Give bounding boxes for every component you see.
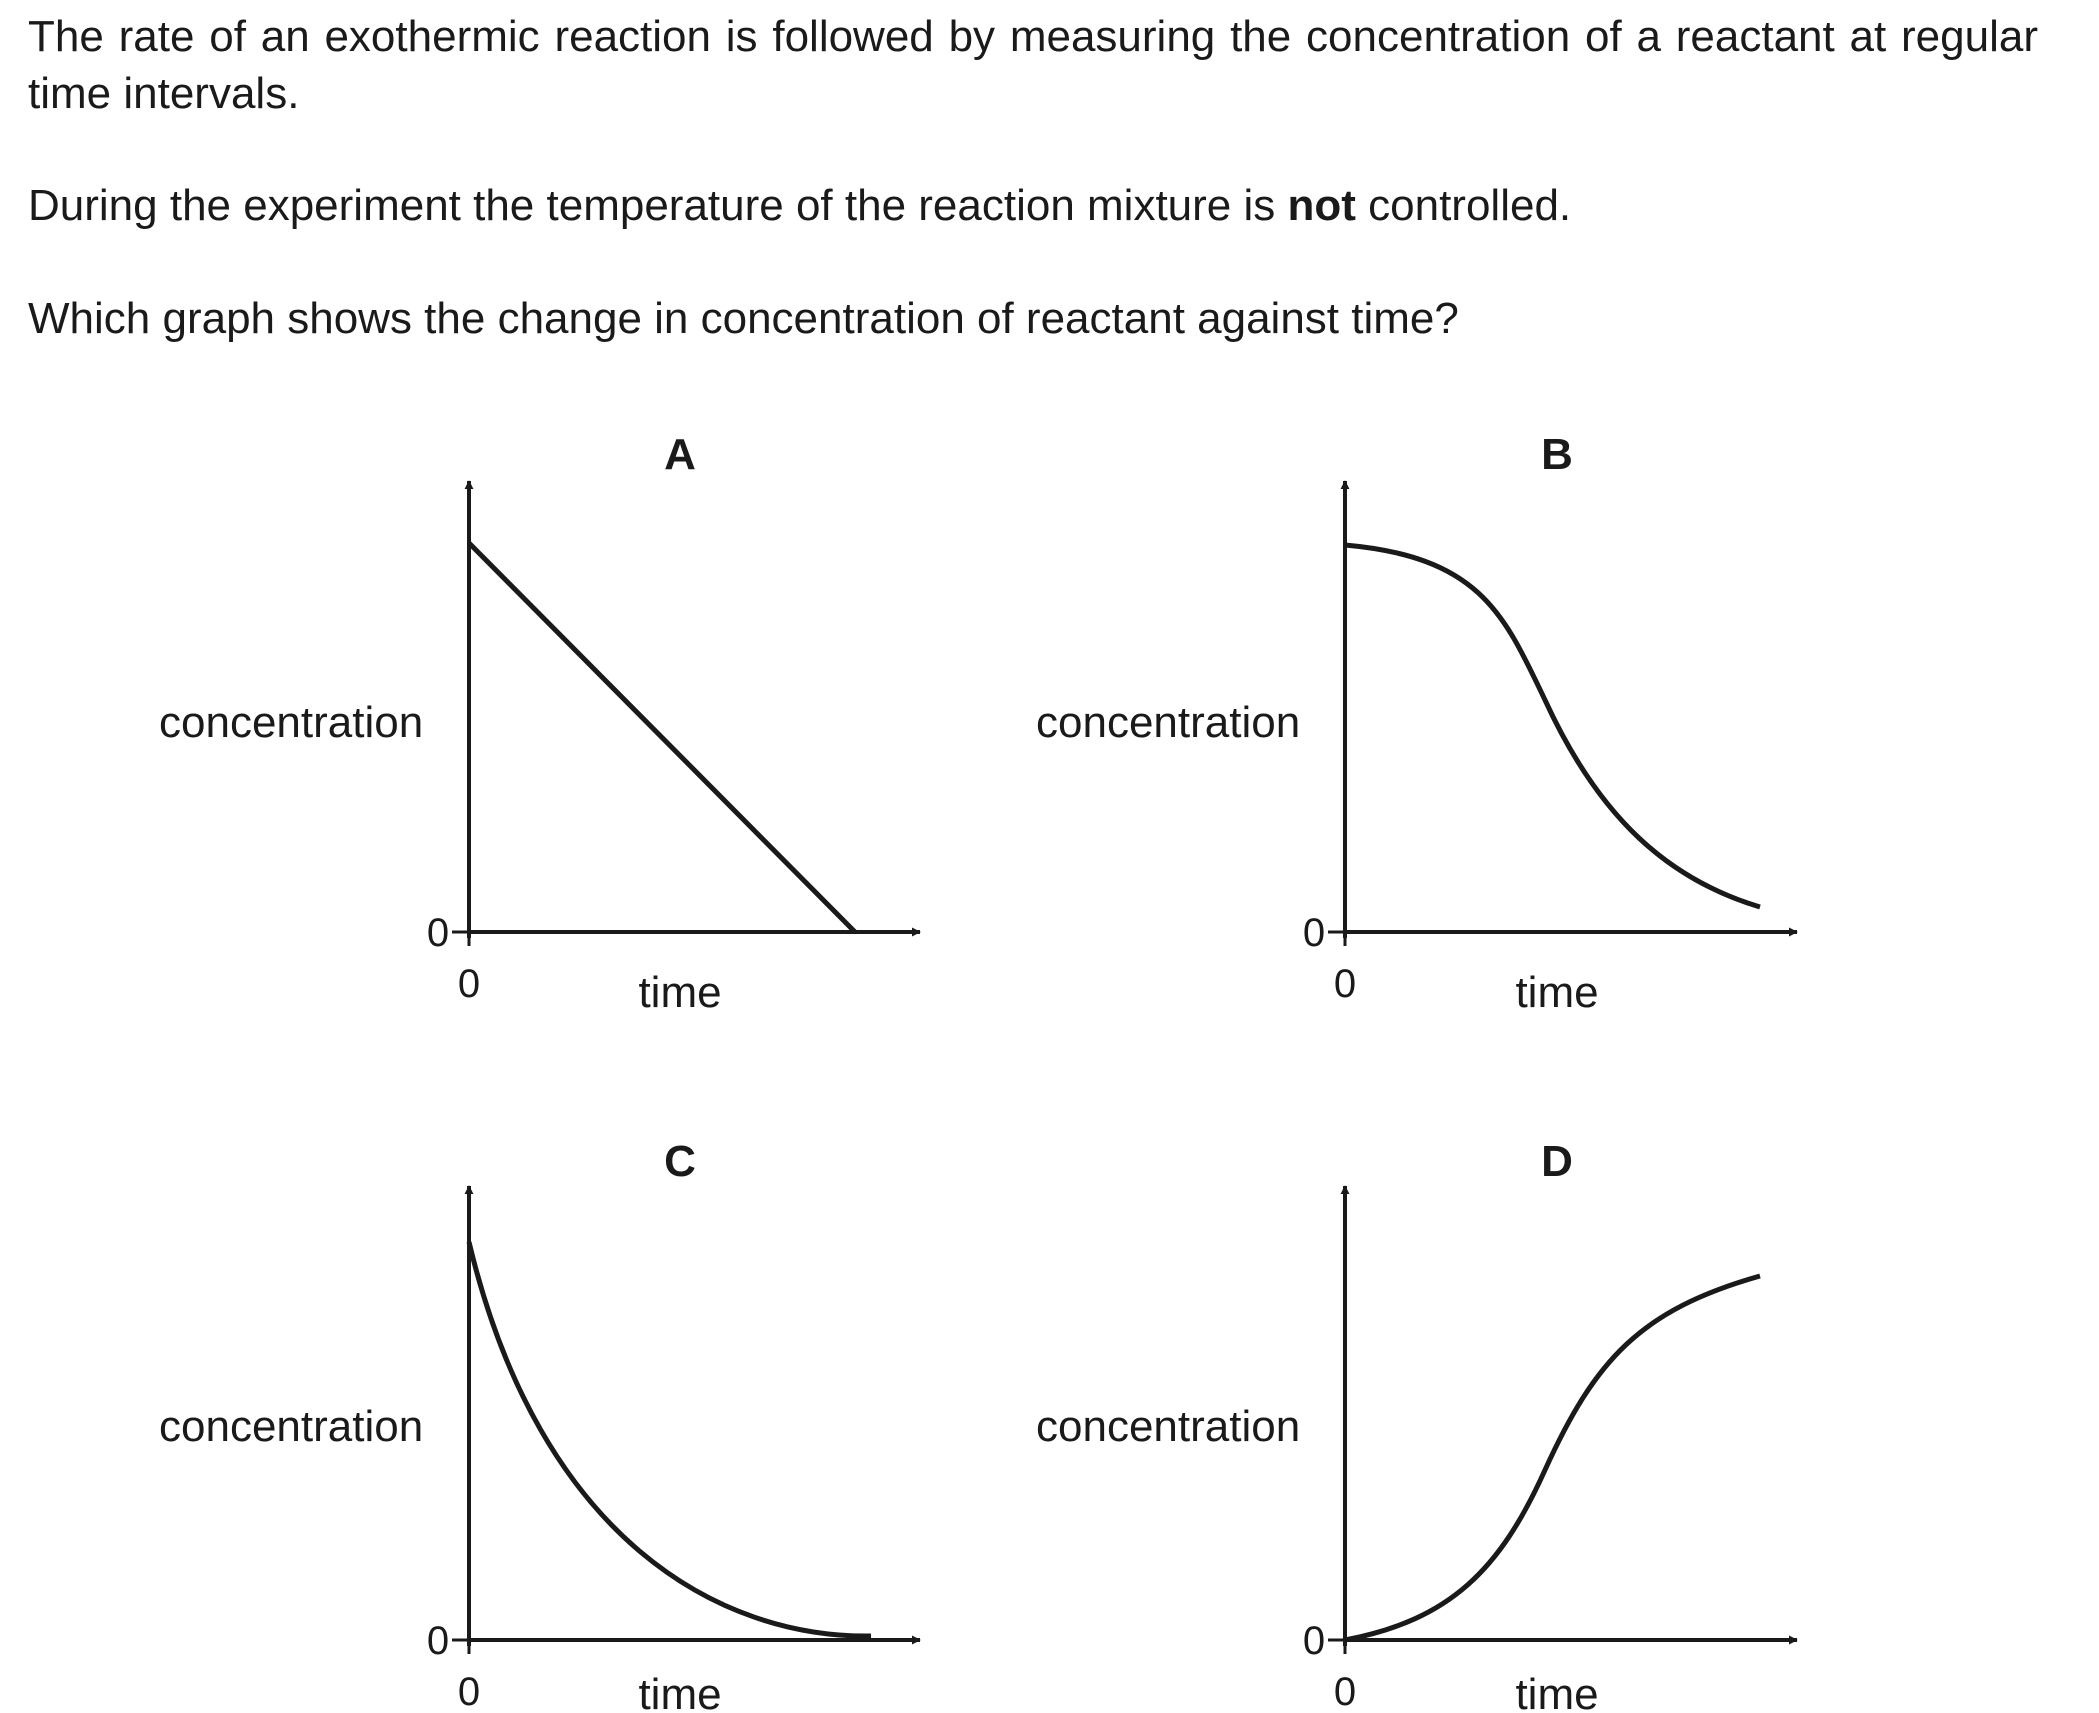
option-letter-d: D — [1541, 1137, 1573, 1186]
x-origin-label-c: 0 — [458, 1670, 480, 1713]
curve-c — [466, 1241, 872, 1639]
x-axis-label-c: time — [638, 1670, 721, 1713]
condition-text-start: During the experiment the temperature of… — [28, 181, 1288, 230]
y-axis-label-a: concentration — [159, 698, 423, 747]
y-axis-label-b: concentration — [1036, 698, 1300, 747]
x-axis-label-d: time — [1515, 1670, 1598, 1713]
x-axis-label-a: time — [638, 968, 721, 1017]
y-axis-label-c: concentration — [159, 1402, 423, 1451]
y-origin-label-d: 0 — [1303, 1619, 1325, 1663]
question-prompt: Which graph shows the change in concentr… — [28, 294, 1459, 343]
y-origin-label-c: 0 — [427, 1619, 449, 1663]
x-origin-label-a: 0 — [458, 962, 480, 1006]
curve-d — [1344, 1273, 1761, 1643]
curve-a — [467, 541, 857, 934]
graph-b: B 0 0 concentration time — [1036, 430, 1798, 1017]
condition-emphasis: not — [1287, 181, 1356, 230]
y-origin-label-a: 0 — [427, 911, 449, 955]
graph-c: C 0 0 concentration time — [159, 1137, 921, 1713]
y-origin-label-b: 0 — [1303, 911, 1325, 955]
x-origin-label-b: 0 — [1334, 962, 1356, 1006]
graph-d: D 0 0 concentration time — [1036, 1137, 1798, 1713]
option-letter-b: B — [1541, 430, 1573, 479]
question-condition: During the experiment the temperature of… — [28, 177, 2068, 234]
condition-text-end: controlled. — [1355, 181, 1572, 230]
option-letter-c: C — [664, 1137, 696, 1186]
x-origin-label-d: 0 — [1334, 1670, 1356, 1713]
x-axis-label-b: time — [1515, 968, 1598, 1017]
curve-b — [1344, 542, 1761, 910]
option-letter-a: A — [664, 430, 696, 479]
question-text: The rate of an exothermic reaction is fo… — [28, 8, 2068, 347]
question-intro: The rate of an exothermic reaction is fo… — [28, 12, 2038, 118]
graph-a: A 0 0 concentration time — [159, 430, 921, 1017]
y-axis-label-d: concentration — [1036, 1402, 1300, 1451]
